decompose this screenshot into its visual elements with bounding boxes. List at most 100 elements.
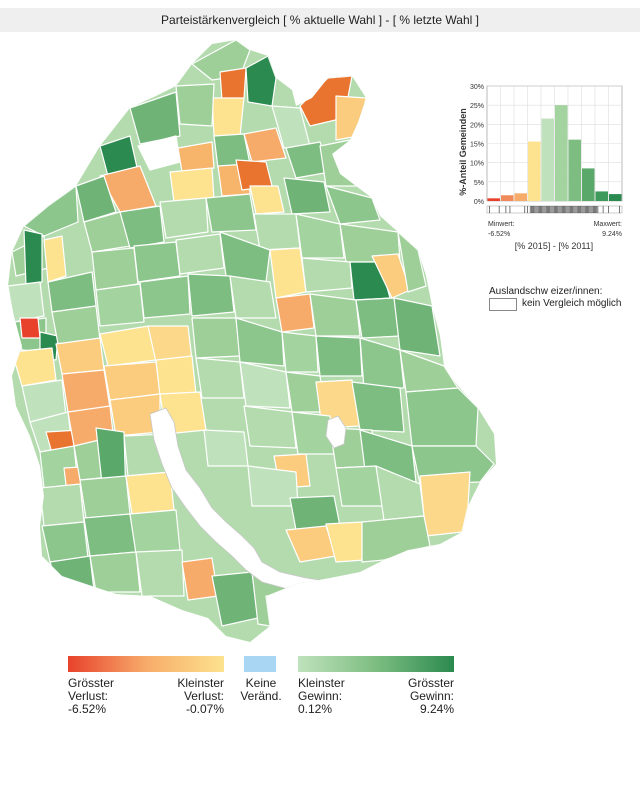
legend-groesster-gewinn: Grösster Gewinn: 9.24% (407, 676, 454, 716)
histogram-ytick-label: 10% (470, 161, 484, 168)
canton-choropleth-map[interactable] (0, 36, 500, 651)
municipality[interactable] (95, 283, 145, 327)
histogram-max-value: 9.24% (602, 231, 622, 238)
legend-loss-gradient (68, 656, 224, 672)
no-comparison-swatch (489, 298, 517, 311)
municipality[interactable] (335, 95, 367, 141)
municipality[interactable] (419, 471, 471, 537)
histogram-bar (609, 194, 622, 201)
municipality[interactable] (315, 335, 363, 377)
municipality[interactable] (129, 91, 181, 145)
histogram-bar (514, 193, 527, 201)
municipality[interactable] (119, 205, 165, 249)
municipality[interactable] (283, 177, 331, 215)
municipality[interactable] (177, 141, 215, 173)
municipality[interactable] (243, 127, 287, 163)
municipality[interactable] (243, 405, 297, 449)
municipality[interactable] (187, 273, 235, 317)
municipality[interactable] (49, 555, 95, 593)
histogram-bar (582, 168, 595, 201)
municipality[interactable] (235, 317, 285, 367)
municipality[interactable] (319, 139, 357, 187)
municipality[interactable] (203, 429, 249, 467)
no-comparison-label: kein Vergleich möglich (522, 298, 622, 309)
municipality[interactable] (359, 337, 405, 389)
histogram-ytick-label: 30% (470, 84, 484, 91)
municipality[interactable] (211, 97, 245, 137)
municipality[interactable] (99, 325, 157, 367)
histogram-max-label: Maxwert: (594, 221, 622, 228)
histogram-bar (555, 105, 568, 201)
histogram-ytick-label: 25% (470, 103, 484, 110)
municipality[interactable] (229, 275, 277, 319)
municipality[interactable] (295, 213, 345, 259)
municipality[interactable] (125, 471, 175, 515)
municipality[interactable] (89, 551, 141, 593)
municipality[interactable] (393, 297, 441, 357)
histogram-bar (595, 191, 608, 201)
municipality[interactable] (43, 235, 67, 283)
municipality[interactable] (39, 483, 85, 527)
municipality[interactable] (175, 233, 225, 275)
municipality[interactable] (23, 229, 43, 287)
municipality[interactable] (355, 297, 401, 339)
municipality[interactable] (301, 257, 353, 293)
municipality[interactable] (139, 275, 191, 319)
legend-groesster-verlust: Grösster Verlust: -6.52% (68, 676, 115, 716)
municipality[interactable] (175, 83, 215, 127)
municipality[interactable] (159, 197, 209, 239)
municipality[interactable] (253, 213, 301, 251)
municipality[interactable] (11, 347, 57, 387)
histogram-ytick-label: 20% (470, 122, 484, 129)
municipality[interactable] (219, 67, 247, 101)
greifensee (325, 415, 347, 449)
histogram: %-Anteil Gemeinden 30% 25% 20% 15% 10% 5% 0% M… (458, 84, 623, 251)
municipality[interactable] (195, 357, 245, 399)
municipality[interactable] (155, 355, 197, 397)
histogram-bar (528, 141, 541, 201)
histogram-ytick-label: 5% (474, 180, 484, 187)
municipality[interactable] (79, 475, 131, 519)
histogram-ytick-label: 15% (470, 142, 484, 149)
municipality[interactable] (19, 317, 41, 339)
histogram-bar (501, 195, 514, 201)
map-title: Parteistärkenvergleich [ % aktuelle Wahl… (0, 8, 640, 32)
auslandschweizer-title: Auslandschw eizer/innen: (489, 286, 603, 297)
municipality[interactable] (405, 387, 479, 447)
municipality[interactable] (239, 361, 291, 409)
municipality[interactable] (361, 515, 431, 563)
municipality[interactable] (281, 331, 319, 373)
municipality[interactable] (55, 337, 105, 375)
legend-gain-gradient (298, 656, 454, 672)
municipality[interactable] (129, 509, 181, 555)
histogram-min-value: -6.52% (488, 231, 510, 238)
histogram-ytick-label: 0% (474, 199, 484, 206)
municipality[interactable] (191, 317, 241, 359)
municipality[interactable] (351, 381, 405, 433)
histogram-ylabel: %-Anteil Gemeinden (458, 108, 468, 196)
municipality[interactable] (169, 167, 215, 203)
municipality[interactable] (8, 281, 45, 323)
municipality[interactable] (91, 247, 139, 291)
municipality[interactable] (61, 369, 111, 413)
municipality[interactable] (249, 185, 285, 215)
histogram-min-label: Minwert: (488, 221, 515, 228)
municipality[interactable] (135, 549, 185, 597)
municipality[interactable] (75, 175, 117, 223)
municipality[interactable] (133, 241, 181, 283)
municipality[interactable] (41, 521, 89, 563)
histogram-xlabel: [% 2015] - [% 2011] (515, 241, 593, 251)
legend-kleinster-gewinn: Kleinster Gewinn: 0.12% (298, 676, 345, 716)
municipality[interactable] (325, 185, 381, 225)
municipality[interactable] (205, 193, 257, 233)
municipality[interactable] (51, 305, 101, 345)
municipality[interactable] (103, 361, 161, 401)
municipality[interactable] (309, 293, 361, 337)
municipality[interactable] (245, 55, 277, 107)
municipality[interactable] (275, 293, 315, 333)
municipality[interactable] (83, 513, 137, 557)
legend-no-change-swatch (244, 656, 276, 672)
municipality[interactable] (269, 247, 307, 299)
legend-kleinster-verlust: Kleinster Verlust: -0.07% (177, 676, 224, 716)
histogram-bar (541, 118, 554, 201)
